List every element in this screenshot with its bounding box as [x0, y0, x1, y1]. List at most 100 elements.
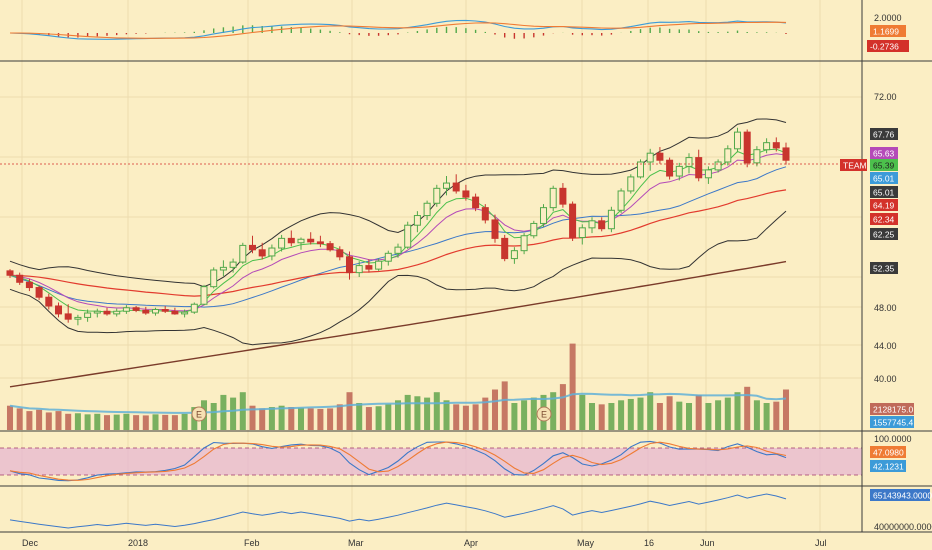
- candle: [491, 214, 499, 243]
- candle-body: [423, 202, 431, 217]
- candle-body: [646, 152, 654, 163]
- candle-body: [45, 296, 53, 307]
- price-axis-label: 48.00: [874, 303, 897, 313]
- candle: [510, 247, 518, 264]
- candle-body: [510, 250, 518, 260]
- volume-bar: [647, 392, 654, 430]
- candle-body: [491, 219, 499, 239]
- candle: [627, 174, 635, 194]
- volume-bar: [249, 405, 256, 430]
- price-axis-label: 44.00: [874, 341, 897, 351]
- candle-body: [345, 256, 354, 274]
- volume-bar: [6, 405, 14, 430]
- candle: [452, 174, 460, 194]
- svg-text:2128175.0: 2128175.0: [873, 405, 913, 415]
- candle: [239, 242, 247, 264]
- volume-bar: [773, 401, 780, 430]
- obv-value-tag: 65143943.0000: [870, 489, 932, 501]
- svg-text:1557745.4: 1557745.4: [873, 418, 913, 428]
- bb-lower-tag: 62.25: [870, 228, 898, 240]
- date-label: Mar: [348, 538, 364, 548]
- volume-bar: [230, 397, 237, 430]
- candle-body: [520, 235, 528, 252]
- volume-bar: [685, 403, 693, 430]
- price-candles[interactable]: [6, 127, 790, 326]
- stoch-k-tag: 42.1231: [870, 460, 906, 472]
- candle: [782, 142, 790, 165]
- candle: [617, 188, 625, 213]
- volume-bar: [705, 403, 712, 430]
- volume-bar: [618, 400, 625, 430]
- candle-body: [16, 274, 24, 283]
- symbol-tag[interactable]: TEAM: [840, 159, 867, 171]
- volume-bar: [627, 398, 634, 430]
- candle-body: [685, 157, 693, 167]
- volume-bars: [6, 343, 790, 430]
- candle-body: [666, 159, 674, 177]
- candle-body: [695, 157, 703, 179]
- volume-value-tag: 2128175.0: [870, 403, 914, 415]
- volume-bar: [753, 400, 760, 430]
- candle: [16, 272, 24, 285]
- volume-bar: [162, 414, 169, 430]
- candle-body: [258, 249, 266, 257]
- candle: [181, 309, 189, 318]
- candle: [423, 200, 431, 220]
- candle-body: [743, 131, 751, 164]
- candle: [578, 224, 586, 245]
- volume-bar: [220, 394, 227, 430]
- candle: [472, 193, 480, 212]
- candle-body: [25, 281, 33, 289]
- volume-bar: [74, 413, 81, 430]
- candle-body: [404, 224, 412, 248]
- earnings-marker[interactable]: E: [191, 406, 207, 422]
- volume-bar: [462, 405, 469, 430]
- volume-bar: [297, 407, 305, 430]
- pane-separators[interactable]: [0, 0, 932, 533]
- macd-signal-line: [9, 21, 787, 39]
- volume-bar: [26, 411, 33, 430]
- candle: [636, 159, 645, 179]
- candle: [501, 234, 509, 262]
- candle-body: [569, 203, 577, 239]
- candle: [753, 146, 761, 167]
- volume-bar: [724, 397, 731, 430]
- candle-body: [365, 265, 373, 270]
- candle: [54, 302, 63, 318]
- svg-text:E: E: [541, 410, 547, 420]
- volume-bar: [375, 406, 382, 430]
- candle: [714, 159, 722, 173]
- volume-bar: [666, 396, 673, 430]
- date-axis[interactable]: Dec 2018 Feb Mar Apr May 16 Jun Jul: [22, 538, 827, 548]
- candle-body: [714, 161, 722, 171]
- candle: [530, 220, 538, 239]
- candle: [724, 145, 732, 166]
- candle-body: [64, 313, 72, 320]
- candle: [481, 204, 489, 224]
- candle-body: [413, 215, 421, 226]
- candle: [258, 242, 266, 260]
- candle: [93, 308, 101, 318]
- candle-body: [753, 149, 761, 164]
- candle: [549, 185, 557, 212]
- volume-bar: [346, 392, 353, 430]
- candle: [695, 149, 703, 182]
- volume-bar: [491, 389, 499, 430]
- volume-bar: [268, 407, 275, 430]
- candle-body: [704, 169, 712, 179]
- earnings-marker[interactable]: E: [536, 406, 552, 422]
- price-axis[interactable]: 2.0000 72.00 48.00 44.00 40.00 100.0000 …: [874, 13, 932, 532]
- candle: [559, 183, 567, 208]
- candle: [520, 233, 528, 255]
- svg-text:67.76: 67.76: [873, 130, 895, 140]
- date-label: Feb: [244, 538, 260, 548]
- volume-bar: [278, 405, 285, 430]
- candle: [763, 138, 771, 154]
- volume-bar: [94, 413, 101, 430]
- volume-bar: [734, 392, 741, 430]
- candle-body: [200, 286, 208, 305]
- candle-body: [588, 220, 596, 229]
- date-label: May: [577, 538, 595, 548]
- volume-bar: [259, 408, 266, 430]
